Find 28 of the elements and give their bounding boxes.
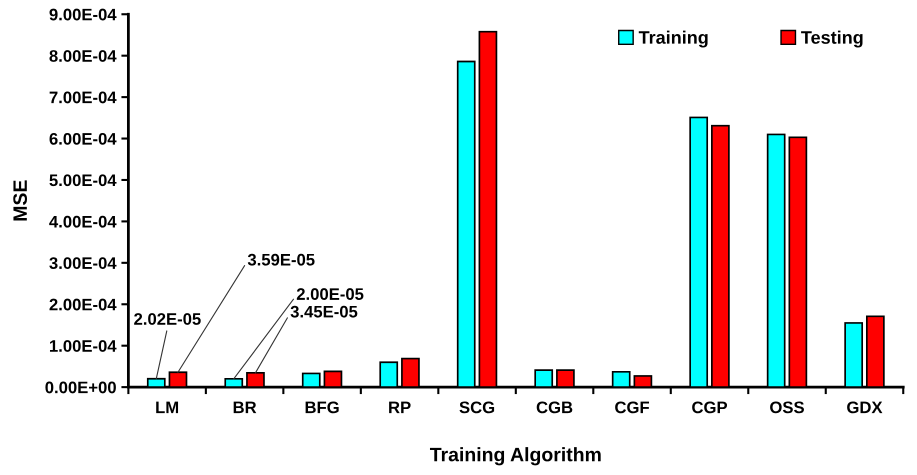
y-tick-label: 4.00E-04 [49,216,116,228]
y-tick-label: 2.00E-04 [50,298,116,310]
x-tick-label: LM [156,402,178,414]
legend-label: Testing [801,30,863,48]
y-tick-label: 5.00E-04 [49,174,116,186]
y-tick-label: 3.00E-04 [49,257,116,270]
legend-label: Training [638,30,708,48]
data-label: 3.59E-05 [248,254,315,266]
data-label: 2.00E-05 [296,288,364,300]
y-axis-title: MSE [13,180,28,220]
x-tick-label: BR [234,402,256,414]
x-tick-label: BFG [306,401,339,414]
y-tick-label: 8.00E-04 [49,50,116,62]
x-axis-title: Training Algorithm [430,447,601,466]
data-label: 3.45E-05 [290,306,358,318]
x-tick-label: RP [389,402,411,414]
x-tick-label: OSS [770,401,804,414]
x-tick-label: SCG [459,401,494,414]
x-tick-label: CGB [536,401,572,414]
x-tick-label: GDX [847,401,882,414]
y-tick-label: 0.00E+00 [45,382,116,394]
y-tick-label: 9.00E-04 [50,8,116,20]
y-tick-label: 7.00E-04 [50,92,116,104]
x-tick-label: CGP [692,401,728,414]
data-label: 2.02E-05 [134,313,201,325]
x-tick-label: CGF [615,401,650,414]
y-tick-label: 6.00E-04 [50,132,116,145]
y-tick-label: 1.00E-04 [50,340,116,352]
